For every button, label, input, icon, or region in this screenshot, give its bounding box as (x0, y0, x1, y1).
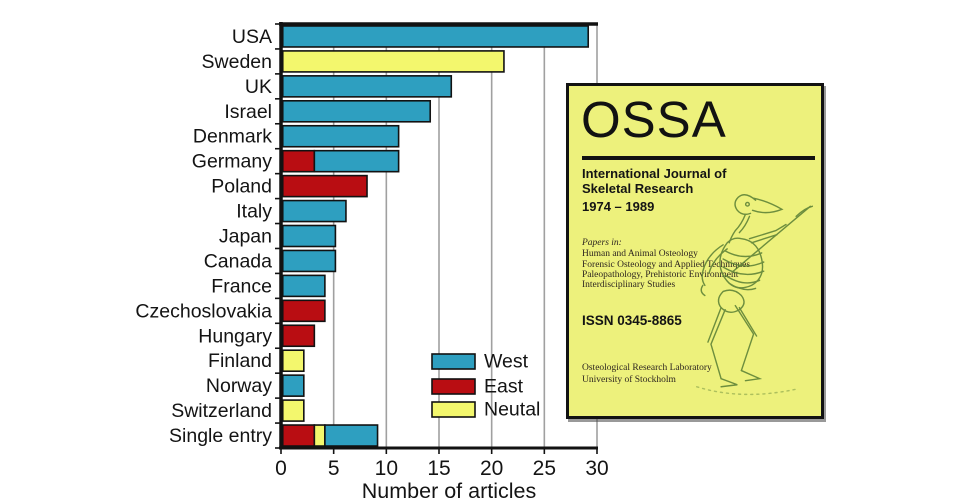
bar-segment-west (281, 124, 400, 148)
journal-subtitle: International Journal of Skeletal Resear… (582, 166, 727, 196)
bar-segment-neutal (313, 424, 326, 447)
legend-swatch-neutal (431, 401, 476, 418)
category-label: UK (245, 76, 272, 98)
affiliation-line: University of Stockholm (582, 374, 676, 385)
journal-years: 1974 – 1989 (582, 199, 655, 214)
skeleton-staff-bone (732, 205, 812, 272)
journal-subtitle-line: Skeletal Research (582, 180, 694, 196)
issn-number: ISSN 0345-8865 (582, 313, 682, 328)
bar-segment-neutal (281, 399, 305, 422)
category-label: Finland (208, 350, 272, 372)
legend-label: East (484, 376, 524, 398)
journal-title: OSSA (581, 91, 727, 148)
legend-label: Neutal (484, 399, 540, 421)
bar-segment-east (281, 424, 316, 447)
category-label: Switzerland (171, 400, 272, 422)
category-label: USA (232, 26, 272, 48)
affiliation-line: Osteological Research Laboratory (582, 363, 712, 373)
x-tick-label: 25 (533, 457, 556, 480)
topic-line: Human and Animal Osteology (582, 249, 698, 260)
bar-segment-west (281, 75, 453, 98)
skeleton-pelvis (717, 289, 745, 313)
bar-segment-neutal (281, 349, 305, 373)
journal-subtitle-line: International Journal of (582, 166, 727, 181)
category-label: Israel (224, 101, 272, 123)
legend-swatch-west (431, 353, 476, 370)
legend-swatch-east (431, 378, 476, 395)
bar-segment-west (281, 99, 432, 123)
x-tick-label: 0 (275, 457, 287, 480)
skeleton-ribcage (719, 237, 764, 289)
x-axis-title: Number of articles (362, 479, 536, 503)
bar-segment-east (281, 324, 316, 348)
x-tick-label: 5 (328, 457, 340, 480)
bar-segment-east (281, 299, 326, 323)
category-label: Canada (204, 250, 272, 272)
bar-segment-neutal (281, 50, 505, 73)
topic-line: Paleopathology, Prehistoric Environment (582, 269, 739, 280)
category-label: Czechoslovakia (135, 300, 272, 322)
category-label: Norway (206, 375, 272, 397)
bar-segment-west (281, 374, 305, 397)
x-tick-label: 15 (427, 457, 450, 480)
title-underline (582, 156, 815, 160)
bar-segment-west (281, 224, 337, 248)
bar-segment-west (313, 149, 400, 173)
bar-segment-west (281, 25, 590, 48)
bar-segment-east (281, 149, 316, 173)
category-label: Germany (192, 151, 272, 173)
skeleton-eye (744, 201, 750, 207)
category-label: Sweden (202, 51, 272, 73)
bar-segment-west (324, 424, 379, 447)
category-label: Denmark (193, 126, 272, 148)
x-tick-label: 30 (585, 457, 608, 480)
papers-in-block: Papers in: Human and Animal Osteology Fo… (582, 238, 750, 290)
category-label: Hungary (198, 325, 272, 347)
legend-label: West (484, 351, 529, 373)
skeleton-skull (734, 194, 757, 216)
bar-segment-west (281, 274, 326, 298)
journal-cover: OSSA International Journal of Skeletal R… (566, 83, 824, 419)
topic-line: Forensic Osteology and Applied Technique… (582, 259, 751, 270)
topic-line: Interdisciplinary Studies (582, 280, 676, 291)
bar-segment-west (281, 249, 337, 273)
skeleton-illustration (696, 194, 814, 396)
category-label: France (211, 275, 272, 297)
category-label: Poland (211, 176, 272, 198)
skeleton-beak (751, 197, 784, 214)
bar-segment-east (281, 174, 368, 198)
x-tick-label: 20 (480, 457, 503, 480)
skeleton-ground-shading (696, 386, 799, 396)
affiliation-block: Osteological Research Laboratory Univers… (582, 363, 712, 386)
category-label: Single entry (169, 425, 272, 447)
category-label: Italy (236, 201, 272, 223)
papers-in-label: Papers in: (582, 238, 622, 248)
bar-segment-west (281, 199, 347, 223)
x-tick-label: 10 (375, 457, 398, 480)
category-label: Japan (219, 226, 272, 248)
